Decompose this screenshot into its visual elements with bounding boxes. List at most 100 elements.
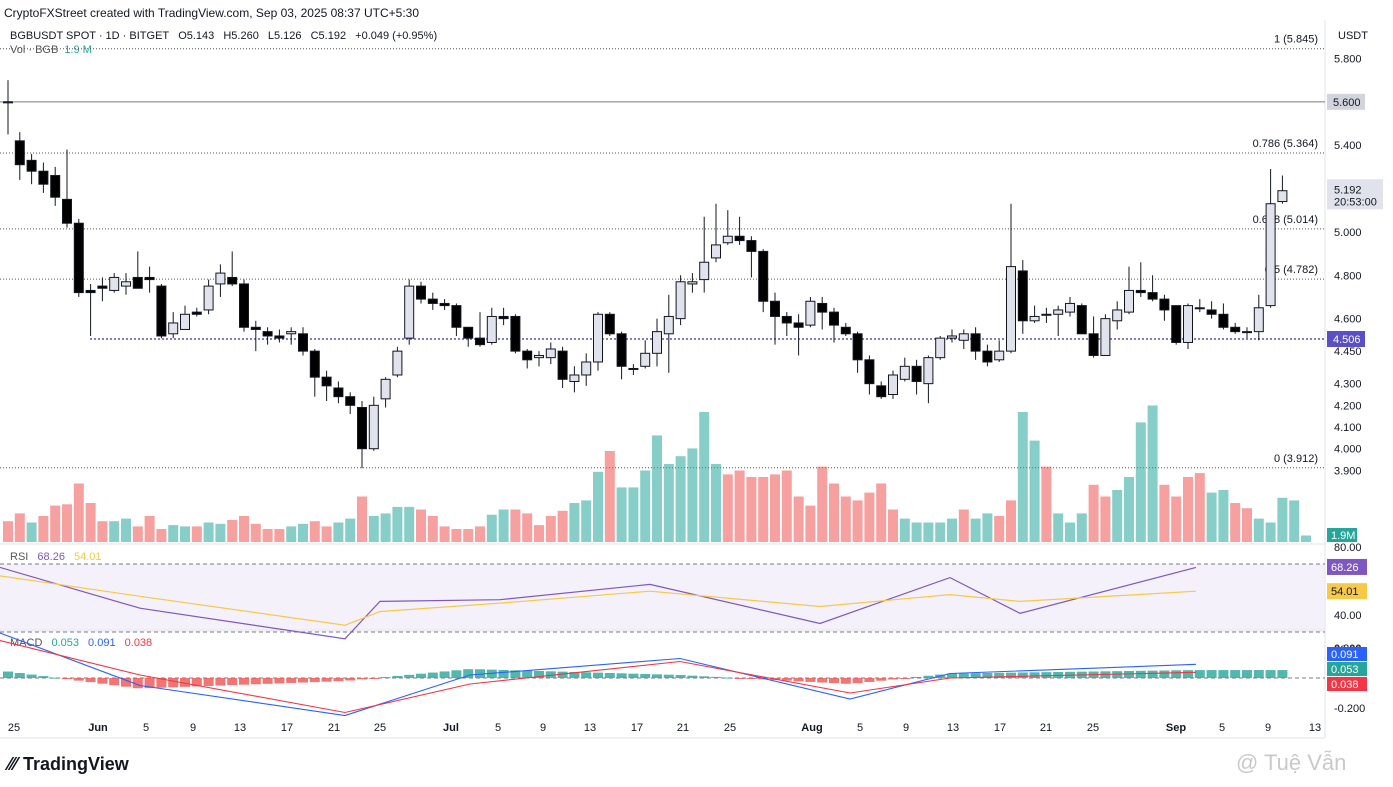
macd-signal-value: 0.038 [124,637,153,649]
volume-bar [132,526,143,542]
macd-histogram-bar [1183,670,1193,678]
candle [180,313,190,330]
macd-histogram-bar [368,678,379,679]
symbol-name[interactable]: BGBUSDT SPOT · 1D · BITGET [10,30,170,42]
candle [1135,289,1146,294]
macd-badge [1327,647,1367,661]
macd-histogram-bar [734,678,745,679]
macd-histogram-bar [451,670,462,678]
macd-histogram-bar [888,678,898,680]
level-badge-label: 5.600 [1333,97,1361,109]
candle [947,335,957,339]
macd-histogram-bar [1159,670,1170,678]
volume-bar [498,509,509,542]
macd-histogram-bar [805,678,816,682]
candle [368,404,379,450]
candle [581,361,592,376]
candle [781,315,792,324]
macd-histogram-bar [180,678,190,687]
volume-bar [14,513,25,542]
macd-histogram-bar [357,678,367,680]
macd-histogram-bar [510,670,521,678]
candle [970,333,981,352]
macd-histogram-bar [333,678,344,682]
volume-bar [734,470,745,542]
fib-label: 0.5 (4.782) [1265,264,1318,276]
rsi-badge-label: 68.26 [1331,562,1359,574]
macd-histogram-bar [840,678,851,684]
macd-histogram-bar [345,678,356,681]
volume-bar [640,470,651,542]
candle [616,333,627,367]
macd-histogram-bar [711,676,721,678]
candle [1053,309,1064,315]
macd-histogram-bar [699,676,710,678]
candle [3,101,13,104]
macd-histogram-bar [1041,672,1052,678]
macd-histogram-bar [498,669,509,678]
macd-histogram-bar [722,677,733,679]
volume-bar [486,514,497,542]
price-tick-label: 4.300 [1334,379,1362,391]
volume-bar [569,503,580,542]
volume-bar [746,477,757,542]
volume-value: 1.9 M [64,44,92,56]
x-tick-label: 13 [1309,722,1321,734]
x-tick-label: 9 [903,722,909,734]
candle [746,240,757,252]
price-tick-label: 4.200 [1334,400,1362,412]
macd-histogram-bar [604,672,615,678]
candle [1147,292,1158,300]
macd-histogram-bar [876,678,887,681]
macd-histogram-bar [156,678,167,688]
volume-bar [1183,477,1193,542]
volume-bar [604,451,615,542]
x-tick-label: 13 [234,722,246,734]
x-tick-label: 21 [1040,722,1052,734]
volume-bar [380,513,391,542]
volume-bar [1206,492,1217,542]
macd-histogram-bar [250,678,261,685]
volume-bar [191,526,202,542]
macd-histogram-bar [286,678,297,683]
x-tick-label: Jun [88,722,108,734]
volume-bar [864,492,875,542]
candle [876,385,887,398]
volume-bar [829,483,839,542]
candle [357,407,367,450]
volume-bar [121,518,131,542]
volume-bar [758,477,769,542]
volume-bar [416,509,426,542]
macd-histogram-bar [475,669,485,678]
watermark: @ Tuệ Vẫn [1236,750,1347,775]
x-tick-label: 9 [1265,722,1271,734]
volume-bar [510,509,521,542]
volume-bar [687,448,698,542]
x-tick-label: 9 [540,722,546,734]
volume-bar [1301,535,1311,542]
candle [829,311,839,326]
fib-label: 0.618 (5.014) [1253,214,1318,226]
volume-bar [439,526,450,542]
price-tick-label: 4.800 [1334,270,1362,282]
rsi-ma-badge [1327,583,1367,600]
macd-histogram-bar [439,671,450,678]
volume-bar [1017,412,1028,542]
volume-bar [699,412,710,542]
rsi-title[interactable]: RSI [10,551,29,563]
macd-histogram-bar [1230,670,1241,678]
candle [652,331,662,354]
macd-histogram-bar [1206,670,1217,678]
volume-bar [475,526,485,542]
volume-bar [227,519,238,542]
macd-histogram-bar [663,674,674,678]
volume-bar [994,516,1005,542]
currency-label[interactable]: USDT [1338,30,1368,42]
candle [1088,333,1099,356]
volume-bar [1088,484,1099,542]
candle [38,170,49,185]
macd-histogram-bar [628,673,639,678]
volume-bar [38,516,49,542]
macd-histogram-bar [215,678,226,686]
